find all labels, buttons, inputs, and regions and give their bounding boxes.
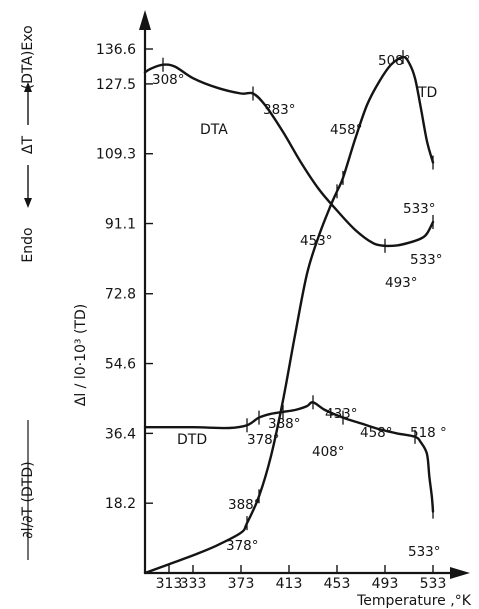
series-curves: [143, 55, 435, 575]
series-line-dtd: [143, 401, 435, 513]
annotation-tick-marks: [162, 50, 434, 531]
y-tick-label: 18.2: [105, 496, 136, 512]
annotation-label: 388°: [268, 416, 301, 432]
annotation-label: 533°: [408, 544, 441, 560]
x-tick-label: 373: [228, 576, 255, 592]
y-tick-label: 127.5: [96, 77, 136, 93]
x-tick-label: 493: [372, 576, 399, 592]
x-axis-title: Temperature ,°K: [356, 593, 472, 609]
series-label-dta: DTA: [200, 122, 228, 138]
y-tick-label: 91.1: [105, 217, 136, 233]
y-tick-label: 109.3: [96, 147, 136, 163]
series-line-dta: [143, 63, 435, 248]
y-tick-label: 36.4: [105, 426, 136, 442]
annotation-label: 308°: [152, 72, 185, 88]
annotation-label: 493°: [385, 275, 418, 291]
x-axis-arrow: [450, 567, 470, 579]
x-tick-label: 533: [420, 576, 447, 592]
x-tick-label: 453: [324, 576, 351, 592]
y-tick-label: 54.6: [105, 357, 136, 373]
annotation-label: 408°: [312, 444, 345, 460]
tick-marks: [145, 48, 434, 573]
axes: [24, 10, 470, 579]
y-axis-title-delta-t: ΔT: [20, 135, 36, 154]
dta-up-arrow-head: [24, 82, 32, 92]
annotation-label: 508°: [378, 53, 411, 69]
y-axis-title-dta-paren: (DTA): [20, 51, 36, 90]
annotation-label: 453°: [300, 233, 333, 249]
annotation-label: 458°: [330, 122, 363, 138]
annotation-label: 433°: [325, 406, 358, 422]
annotation-label: 458°: [360, 425, 393, 441]
series-label-dtd: DTD: [177, 432, 207, 448]
x-tick-label: 413: [276, 576, 303, 592]
annotation-label: 378°: [247, 432, 280, 448]
annotation-label: 388°: [228, 497, 261, 513]
annotation-label: 533°: [403, 201, 436, 217]
y-axis-title-td: Δl / l0·10³ (TD): [73, 304, 89, 406]
annotation-label: 533°: [410, 252, 443, 268]
annotation-label: 518 °: [410, 425, 447, 441]
series-label-td: TD: [417, 85, 437, 101]
y-axis-title-dtd: ∂l/∂T (DTD): [20, 461, 36, 538]
y-tick-label: 136.6: [96, 42, 136, 58]
x-tick-label: 313: [156, 576, 183, 592]
x-tick-label: 333: [180, 576, 207, 592]
dta-down-arrow-head: [24, 198, 32, 208]
y-tick-label: 72.8: [105, 287, 136, 303]
series-line-td: [143, 55, 435, 575]
y-axis-arrow: [139, 10, 151, 30]
y-axis-title-exo: Exo: [20, 25, 36, 50]
y-axis-title-endo: Endo: [20, 227, 36, 262]
annotation-label: 383°: [263, 102, 296, 118]
annotation-label: 378°: [226, 538, 259, 554]
